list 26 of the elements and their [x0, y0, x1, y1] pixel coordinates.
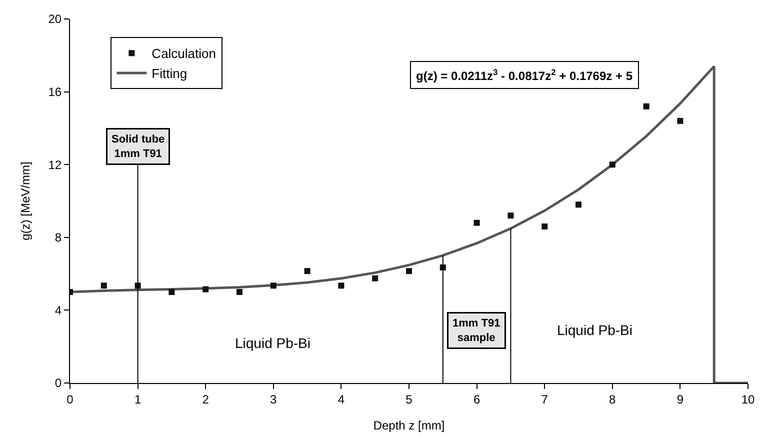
- x-tick-label: 4: [338, 392, 345, 406]
- y-tick-label: 0: [54, 376, 62, 390]
- legend-label: Fitting: [152, 66, 188, 82]
- annotation: Liquid Pb-Bi: [235, 335, 310, 351]
- annotation: 1mm T91 sample: [452, 318, 500, 344]
- x-tick-label: 5: [406, 392, 413, 406]
- annotation: g(z) = 0.0211z$^{3}$ - 0.0817z$^{2}$ + 0.1769z + 5: [416, 67, 633, 84]
- x-tick-label: 0: [66, 392, 74, 406]
- y-tick-label: 12: [48, 158, 62, 172]
- x-tick-label: 8: [609, 392, 616, 406]
- annotation: Liquid Pb-Bi: [557, 322, 632, 338]
- x-axis-title: Depth z [mm]: [373, 418, 445, 432]
- y-tick-label: 20: [48, 12, 62, 26]
- x-tick-label: 9: [676, 392, 684, 406]
- y-tick-label: 16: [48, 85, 62, 99]
- y-tick-label: 8: [54, 230, 62, 245]
- x-tick-label: 3: [270, 392, 278, 406]
- x-tick-label: 10: [741, 392, 755, 406]
- x-tick-label: 2: [202, 392, 210, 406]
- y-axis-title: g(z) [MeV/mm]: [18, 162, 33, 240]
- legend-label: Calculation: [152, 46, 216, 62]
- ref-line-label: Solid tube 1mm T91: [112, 134, 165, 160]
- y-tick-label: 4: [54, 303, 62, 318]
- x-tick-label: 1: [134, 392, 142, 406]
- x-tick-label: 6: [473, 392, 480, 406]
- x-tick-label: 7: [541, 392, 548, 406]
